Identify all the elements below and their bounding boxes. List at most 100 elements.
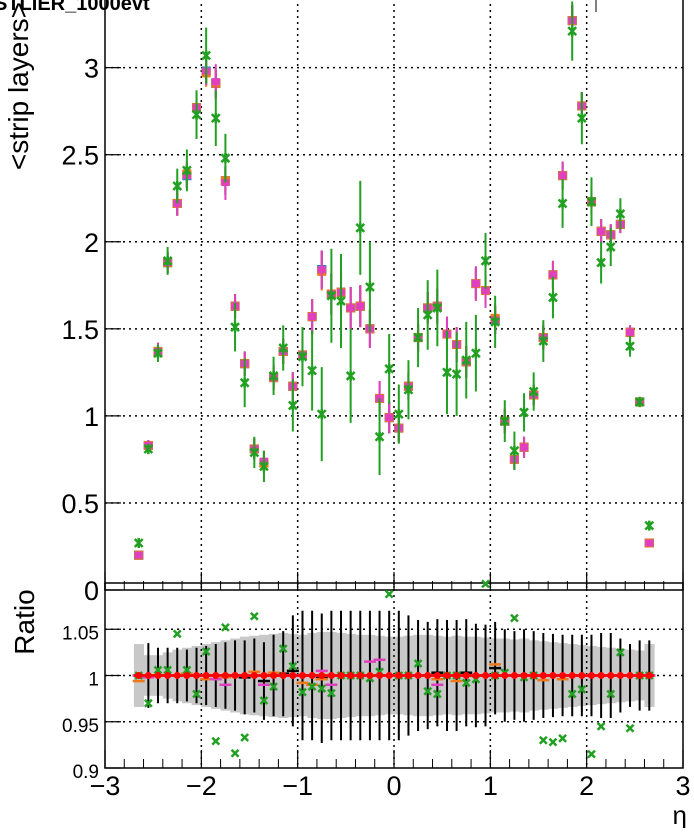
data-point bbox=[615, 208, 626, 219]
data-point bbox=[625, 723, 635, 733]
data-point bbox=[384, 363, 395, 374]
data-point bbox=[520, 443, 529, 451]
data-point bbox=[172, 181, 183, 192]
y-tick-label: 0.9 bbox=[73, 762, 99, 783]
data-point bbox=[499, 416, 510, 427]
data-point bbox=[201, 647, 211, 656]
data-point bbox=[432, 302, 443, 313]
data-point bbox=[317, 266, 326, 274]
data-point bbox=[220, 153, 231, 164]
data-point bbox=[423, 686, 433, 696]
data-point bbox=[510, 613, 519, 623]
data-point bbox=[346, 304, 355, 312]
data-point bbox=[567, 26, 578, 37]
data-point bbox=[192, 689, 201, 699]
data-point bbox=[538, 735, 548, 745]
data-point bbox=[481, 287, 490, 295]
data-point bbox=[587, 749, 596, 759]
x-tick-label: 0 bbox=[386, 771, 401, 801]
data-point bbox=[451, 369, 462, 380]
data-point bbox=[230, 322, 240, 333]
data-point bbox=[326, 688, 336, 698]
data-point bbox=[259, 461, 269, 472]
data-point bbox=[221, 623, 230, 632]
data-point bbox=[626, 328, 635, 336]
data-point bbox=[384, 589, 394, 599]
data-point bbox=[133, 537, 144, 548]
data-point bbox=[413, 659, 423, 668]
data-point bbox=[307, 682, 317, 691]
data-point bbox=[153, 348, 163, 359]
data-point bbox=[326, 290, 337, 301]
x-tick-label: −1 bbox=[282, 771, 313, 801]
data-point bbox=[403, 384, 414, 395]
data-point bbox=[240, 733, 250, 742]
y-tick-label: 0 bbox=[84, 576, 99, 606]
data-point bbox=[317, 684, 327, 693]
data-point bbox=[442, 367, 452, 378]
data-point bbox=[211, 736, 221, 746]
data-point bbox=[210, 113, 221, 124]
data-point bbox=[490, 316, 501, 327]
data-point bbox=[625, 341, 635, 352]
data-point bbox=[432, 689, 442, 699]
data-point bbox=[634, 396, 645, 407]
data-point bbox=[509, 445, 520, 456]
top-y-axis-label: <strip layers> bbox=[3, 2, 34, 170]
data-point bbox=[162, 255, 173, 266]
y-tick-label: 0.95 bbox=[62, 716, 99, 737]
data-point bbox=[278, 342, 289, 353]
data-point bbox=[528, 386, 539, 397]
data-point bbox=[316, 409, 327, 420]
data-point bbox=[163, 665, 173, 675]
canvas-title-fragment: STLIER_1000evt bbox=[0, 0, 150, 15]
y-tick-label: 1 bbox=[88, 670, 99, 691]
y-tick-label: 2 bbox=[84, 228, 99, 258]
data-point bbox=[287, 400, 298, 411]
top-panel: 0 0.5 1 1.5 2 2.5 3 bbox=[61, 0, 684, 606]
data-point bbox=[558, 734, 567, 743]
data-point bbox=[134, 551, 143, 559]
data-point bbox=[557, 198, 568, 209]
data-point bbox=[597, 227, 606, 235]
bottom-y-axis-label: Ratio bbox=[9, 589, 40, 654]
data-point bbox=[606, 689, 616, 699]
data-point bbox=[172, 629, 182, 639]
data-point bbox=[297, 351, 308, 362]
data-point bbox=[181, 165, 192, 176]
data-point bbox=[596, 257, 607, 268]
data-point bbox=[278, 644, 288, 654]
data-point bbox=[596, 721, 606, 731]
data-point bbox=[586, 196, 597, 207]
data-point bbox=[470, 348, 481, 359]
data-point bbox=[356, 302, 365, 310]
data-point bbox=[422, 309, 433, 320]
data-point bbox=[481, 579, 490, 589]
data-point bbox=[298, 687, 307, 697]
x-tick-label: 3 bbox=[675, 771, 690, 801]
data-point bbox=[644, 520, 655, 531]
y-tick-label: 2.5 bbox=[61, 141, 99, 171]
y-tick-label: 1.5 bbox=[61, 315, 99, 345]
data-point bbox=[182, 665, 192, 675]
y-tick-label: 1 bbox=[84, 402, 99, 432]
y-tick-label: 0.5 bbox=[61, 489, 99, 519]
data-point bbox=[385, 414, 394, 422]
x-tick-label: −2 bbox=[186, 771, 217, 801]
data-point bbox=[201, 50, 212, 61]
data-point bbox=[615, 647, 625, 657]
data-point bbox=[538, 336, 549, 347]
data-point bbox=[374, 431, 385, 442]
data-point bbox=[548, 292, 558, 303]
data-point bbox=[143, 443, 154, 454]
data-point bbox=[576, 113, 587, 124]
data-point bbox=[211, 78, 220, 86]
y-tick-label: 3 bbox=[84, 54, 99, 84]
data-point bbox=[230, 748, 240, 758]
x-axis-label: η bbox=[673, 800, 687, 828]
data-point bbox=[268, 370, 279, 381]
data-point bbox=[577, 684, 587, 694]
data-point bbox=[548, 737, 558, 747]
